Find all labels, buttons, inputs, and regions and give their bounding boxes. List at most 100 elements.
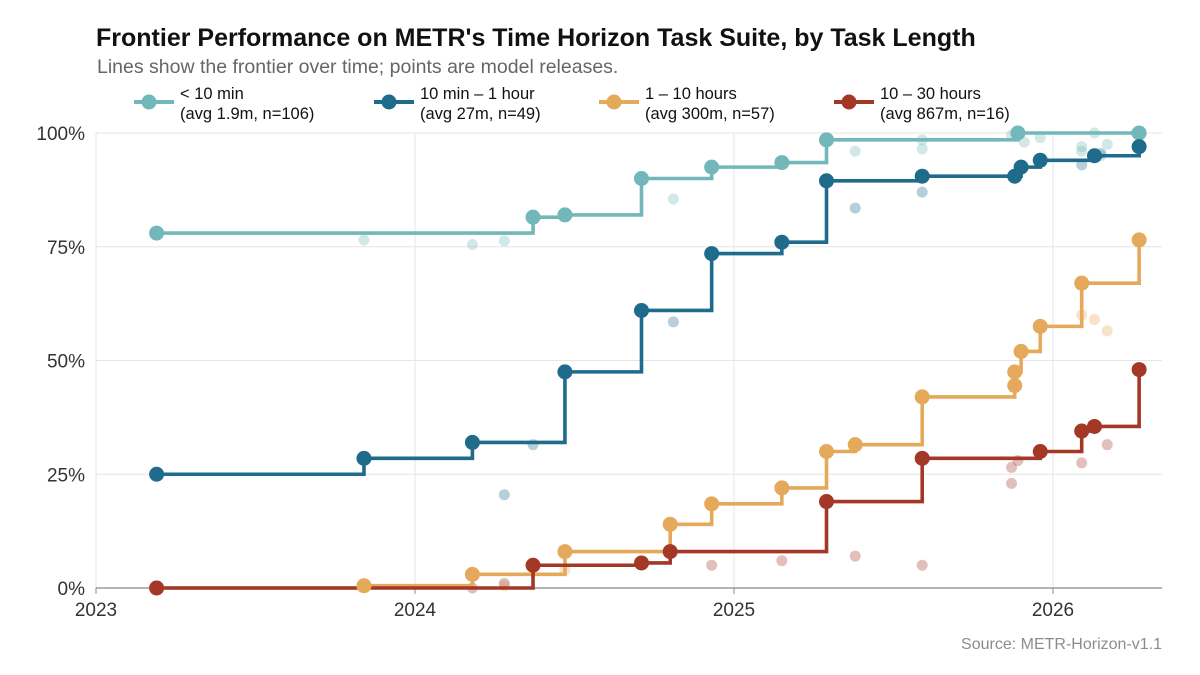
x-tick-label-0: 2023 xyxy=(75,600,117,621)
frontier-marker-mid-1 xyxy=(356,450,372,466)
y-tick-label-3: 75% xyxy=(47,238,85,259)
frontier-marker-mid-12 xyxy=(1086,148,1102,164)
frontier-marker-long-5 xyxy=(704,496,720,512)
frontier-marker-long-6 xyxy=(774,480,790,496)
release-point-short-11 xyxy=(1076,145,1088,157)
frontier-marker-xlong-5 xyxy=(914,450,930,466)
release-point-mid-2 xyxy=(667,316,679,328)
release-point-long-4 xyxy=(1101,325,1113,337)
y-tick-label-2: 50% xyxy=(47,352,85,373)
frontier-marker-long-11 xyxy=(1007,364,1023,380)
legend-swatch-mid xyxy=(374,94,414,110)
release-point-xlong-3 xyxy=(776,555,788,567)
frontier-marker-xlong-0 xyxy=(149,580,165,596)
frontier-marker-long-13 xyxy=(1032,318,1048,334)
legend-detail-xlong: (avg 867m, n=16) xyxy=(880,105,1010,123)
release-point-short-2 xyxy=(498,235,510,247)
frontier-marker-short-8 xyxy=(1131,125,1147,141)
frontier-markers xyxy=(149,125,1147,596)
legend-label-long: 1 – 10 hours xyxy=(645,85,737,103)
release-point-short-4 xyxy=(849,145,861,157)
release-point-xlong-7 xyxy=(1006,461,1018,473)
frontier-line-xlong xyxy=(156,369,1141,590)
frontier-marker-short-6 xyxy=(819,132,835,148)
frontier-marker-mid-11 xyxy=(1032,152,1048,168)
frontier-marker-xlong-7 xyxy=(1074,423,1090,439)
legend-detail-mid: (avg 27m, n=49) xyxy=(420,105,541,123)
release-point-xlong-5 xyxy=(916,559,928,571)
frontier-marker-long-9 xyxy=(914,389,930,405)
legend-swatch-long xyxy=(599,94,639,110)
y-tick-label-1: 25% xyxy=(47,465,85,486)
frontier-marker-short-1 xyxy=(525,209,541,225)
frontier-marker-long-15 xyxy=(1131,232,1147,248)
release-point-long-3 xyxy=(1088,314,1100,326)
release-point-mid-3 xyxy=(849,202,861,214)
legend-detail-short: (avg 1.9m, n=106) xyxy=(180,105,315,123)
frontier-marker-short-2 xyxy=(557,207,573,223)
legend-label-short: < 10 min xyxy=(180,85,244,103)
release-point-short-14 xyxy=(1101,138,1113,150)
y-tick-label-0: 0% xyxy=(58,579,86,600)
release-point-xlong-2 xyxy=(706,559,718,571)
source-note: Source: METR-Horizon-v1.1 xyxy=(961,636,1162,653)
frontier-marker-mid-5 xyxy=(704,246,720,262)
frontier-marker-mid-8 xyxy=(914,168,930,184)
x-tick-label-1: 2024 xyxy=(394,600,437,621)
frontier-marker-long-12 xyxy=(1013,343,1029,359)
frontier-marker-xlong-1 xyxy=(525,557,541,573)
frontier-marker-mid-7 xyxy=(819,173,835,189)
frontier-marker-long-4 xyxy=(662,516,678,532)
frontier-marker-short-0 xyxy=(149,225,165,241)
chart-title: Frontier Performance on METR's Time Hori… xyxy=(96,24,976,52)
chart-subtitle: Lines show the frontier over time; point… xyxy=(97,56,619,78)
release-point-short-1 xyxy=(466,238,478,250)
frontier-marker-long-10 xyxy=(1007,378,1023,394)
release-point-short-10 xyxy=(1076,141,1088,153)
frontier-marker-short-7 xyxy=(1010,125,1026,141)
frontier-marker-long-14 xyxy=(1074,275,1090,291)
frontier-marker-mid-0 xyxy=(149,466,165,482)
release-point-short-3 xyxy=(667,193,679,205)
frontier-marker-mid-10 xyxy=(1013,159,1029,175)
release-point-xlong-4 xyxy=(849,550,861,562)
frontier-marker-mid-13 xyxy=(1131,139,1147,155)
release-point-short-0 xyxy=(358,234,370,246)
x-tick-label-3: 2026 xyxy=(1032,600,1074,621)
frontier-marker-xlong-2 xyxy=(633,555,649,571)
frontier-marker-long-7 xyxy=(819,444,835,459)
legend-swatch-short xyxy=(134,94,174,110)
frontier-marker-mid-4 xyxy=(633,302,649,318)
frontier-marker-xlong-8 xyxy=(1086,418,1102,434)
frontier-marker-long-2 xyxy=(464,566,480,582)
frontier-marker-short-3 xyxy=(633,171,649,186)
frontier-marker-long-3 xyxy=(557,544,573,560)
x-tick-label-2: 2025 xyxy=(713,600,755,621)
release-point-xlong-6 xyxy=(1006,477,1018,489)
legend-label-mid: 10 min – 1 hour xyxy=(420,85,535,103)
gridlines xyxy=(95,132,1162,589)
release-point-xlong-10 xyxy=(1101,439,1113,451)
frontier-marker-mid-6 xyxy=(774,234,790,250)
frontier-marker-short-4 xyxy=(704,159,720,175)
y-tick-label-4: 100% xyxy=(36,124,85,145)
tick-labels: 0% 25% 50% 75% 100% 2023 2024 2025 2026 xyxy=(36,124,1074,621)
release-point-short-5 xyxy=(916,143,928,155)
frontier-marker-xlong-6 xyxy=(1032,444,1048,459)
release-point-xlong-9 xyxy=(1076,457,1088,469)
legend-swatch-xlong xyxy=(834,94,874,110)
release-point-mid-0 xyxy=(498,489,510,501)
release-point-mid-4 xyxy=(916,186,928,198)
frontier-marker-long-8 xyxy=(847,437,863,453)
frontier-marker-long-1 xyxy=(356,578,372,594)
frontier-marker-xlong-4 xyxy=(819,494,835,510)
frontier-line-short xyxy=(156,131,1140,235)
frontier-marker-xlong-9 xyxy=(1131,362,1147,378)
frontier-marker-mid-3 xyxy=(557,364,573,380)
frontier-marker-mid-2 xyxy=(464,434,480,450)
legend-label-xlong: 10 – 30 hours xyxy=(880,85,981,103)
frontier-marker-short-5 xyxy=(774,155,790,171)
legend-detail-long: (avg 300m, n=57) xyxy=(645,105,775,123)
frontier-marker-xlong-3 xyxy=(662,544,678,560)
